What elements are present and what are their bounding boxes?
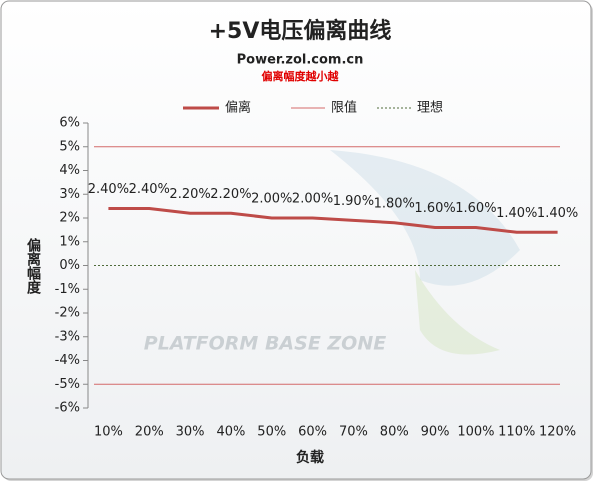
y-axis-label: 偏离幅度 <box>25 237 41 295</box>
data-label: 1.40% <box>496 206 537 221</box>
x-tick-label: 20% <box>135 425 164 440</box>
frame <box>0 0 592 480</box>
y-tick-label: 0% <box>59 258 80 273</box>
legend-label: 偏离 <box>225 100 251 116</box>
x-tick-label: 70% <box>339 425 368 440</box>
data-label: 2.00% <box>251 192 292 207</box>
y-tick-label: -6% <box>55 401 80 416</box>
y-tick-label: 5% <box>59 139 80 154</box>
y-tick-label: 1% <box>59 234 80 249</box>
x-tick-label: 40% <box>216 425 245 440</box>
y-tick-label: -4% <box>55 353 80 368</box>
x-tick-label: 90% <box>421 425 450 440</box>
y-tick-label: 4% <box>59 163 80 178</box>
legend-label: 理想 <box>417 100 443 116</box>
x-tick-label: 100% <box>457 425 494 440</box>
data-label: 1.40% <box>537 206 578 221</box>
data-line <box>108 207 558 234</box>
note: 偏离幅度越小越 <box>262 69 340 83</box>
y-tick-label: -2% <box>55 306 80 321</box>
chart-title: +5V电压偏离曲线 <box>209 18 392 44</box>
watermark: PLATFORM BASE ZONE <box>144 333 386 355</box>
subtitle: Power.zol.com.cn <box>237 53 364 68</box>
y-tick-label: -3% <box>55 329 80 344</box>
legend-label: 限值 <box>331 100 357 116</box>
data-label: 1.80% <box>374 196 415 211</box>
data-label: 2.00% <box>292 192 333 207</box>
x-tick-label: 110% <box>498 425 535 440</box>
data-label: 2.40% <box>129 182 170 197</box>
x-tick-label: 50% <box>257 425 286 440</box>
data-label: 1.90% <box>333 194 374 209</box>
x-tick-label: 30% <box>176 425 205 440</box>
data-label: 2.40% <box>88 182 129 197</box>
watermark-shape <box>415 270 500 355</box>
x-tick-label: 10% <box>94 425 123 440</box>
y-tick-label: 3% <box>59 187 80 202</box>
y-tick-label: -5% <box>55 377 80 392</box>
y-tick-label: -1% <box>55 282 80 297</box>
x-axis-label: 负载 <box>296 449 324 466</box>
data-label: 2.20% <box>210 187 251 202</box>
x-tick-label: 120% <box>539 425 576 440</box>
x-tick-label: 80% <box>380 425 409 440</box>
data-label: 1.60% <box>414 201 455 216</box>
data-label: 2.20% <box>169 187 210 202</box>
data-label: 1.60% <box>455 201 496 216</box>
watermark-shape <box>330 150 520 286</box>
x-tick-label: 60% <box>298 425 327 440</box>
y-tick-label: 6% <box>59 116 80 131</box>
y-tick-label: 2% <box>59 211 80 226</box>
